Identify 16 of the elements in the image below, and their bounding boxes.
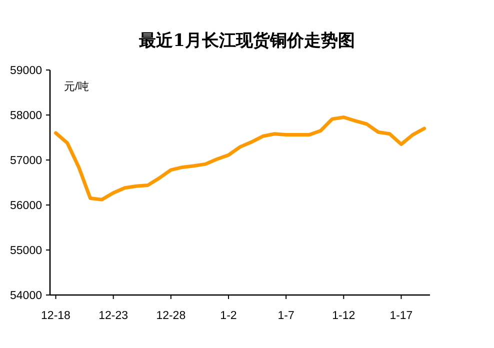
- line-series: [54, 116, 426, 202]
- chart-title: 最近1月长江现货铜价走势图: [138, 31, 355, 51]
- x-tick-label: 12-18: [41, 310, 70, 322]
- y-tick-label: 55000: [10, 245, 42, 257]
- y-tick-label: 54000: [10, 290, 42, 302]
- y-tick-label: 59000: [10, 65, 42, 77]
- x-tick-label: 1-2: [220, 310, 237, 322]
- x-tick-label: 1-17: [390, 310, 413, 322]
- y-tick-label: 56000: [10, 200, 42, 212]
- y-tick-label: 58000: [10, 110, 42, 122]
- y-axis-title: 元/吨: [64, 80, 90, 93]
- x-tick-label: 12-28: [156, 310, 186, 322]
- y-tick-label: 57000: [10, 155, 42, 167]
- x-tick-label: 12-23: [98, 310, 128, 322]
- x-tick-label: 1-12: [332, 310, 356, 322]
- x-tick-label: 1-7: [278, 310, 294, 322]
